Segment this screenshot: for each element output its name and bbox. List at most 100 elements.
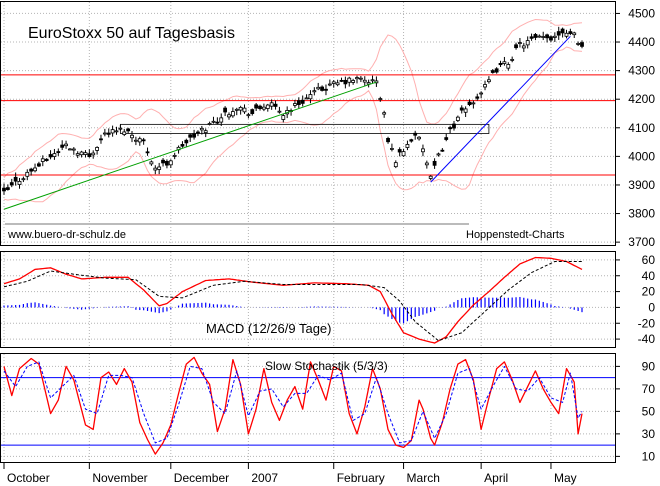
price-candle <box>9 178 14 188</box>
macd-title: MACD (12/26/9 Tage) <box>206 321 332 336</box>
candle-body <box>374 80 379 84</box>
price-candle <box>5 184 10 191</box>
candle-body <box>483 84 487 88</box>
price-candle <box>444 133 449 142</box>
candle-body <box>514 44 518 49</box>
candle-body <box>347 77 352 83</box>
price-candle <box>308 90 313 104</box>
candle-body <box>409 139 414 142</box>
candle-body <box>95 147 100 151</box>
price-candle <box>572 31 577 38</box>
candle-body <box>37 163 41 167</box>
price-candle <box>335 79 340 87</box>
candle-body <box>471 102 476 105</box>
candle-body <box>64 143 68 147</box>
candle-body <box>87 153 92 158</box>
candle-body <box>106 132 111 135</box>
candle-body <box>153 167 158 171</box>
price-candle <box>17 177 22 189</box>
source-left-label: www.buero-dr-schulz.de <box>7 229 126 241</box>
candle-body <box>227 114 231 118</box>
candle-body <box>48 154 53 158</box>
price-candle <box>483 80 487 91</box>
candle-body <box>537 35 542 38</box>
price-candle <box>141 137 146 145</box>
candle-body <box>184 139 189 144</box>
candle-body <box>99 138 103 141</box>
candle-body <box>529 36 534 39</box>
candle-body <box>413 132 418 136</box>
price-candle <box>316 82 321 91</box>
price-candle <box>552 32 557 43</box>
price-candle <box>25 169 30 181</box>
price-candle <box>393 160 398 169</box>
stoch-title: Slow Stochastik (5/3/3) <box>265 359 388 373</box>
candle-body <box>576 43 581 45</box>
candle-body <box>386 138 390 143</box>
price-candle <box>549 35 553 43</box>
price-candle <box>269 99 274 110</box>
price-candle <box>250 108 255 116</box>
stoch-panel-frame <box>0 353 616 463</box>
price-candle <box>273 100 278 110</box>
candle-body <box>510 59 515 61</box>
y-tick-label: 3800 <box>628 207 655 221</box>
candle-body <box>199 127 204 131</box>
price-candle <box>130 130 134 143</box>
candle-body <box>572 32 577 36</box>
candle-body <box>308 94 313 100</box>
candle-body <box>2 187 6 192</box>
candle-body <box>467 101 472 106</box>
price-candle <box>246 112 251 119</box>
candle-body <box>56 151 61 153</box>
y-tick-label: 20 <box>642 285 656 299</box>
x-tick-label: November <box>92 471 147 485</box>
candle-body <box>246 114 251 117</box>
price-candle <box>502 56 507 66</box>
price-candle <box>494 67 499 74</box>
price-candle <box>401 148 406 157</box>
price-candle <box>409 138 414 143</box>
candle-body <box>172 154 177 157</box>
price-candle <box>413 130 418 140</box>
candle-body <box>33 167 37 172</box>
candle-body <box>533 34 538 38</box>
price-candle <box>40 155 45 167</box>
candle-body <box>75 153 80 156</box>
candle-body <box>165 160 169 166</box>
price-candle <box>44 158 49 162</box>
price-candle <box>153 165 158 175</box>
price-candle <box>29 167 34 176</box>
x-tick-label: March <box>407 471 440 485</box>
price-candle <box>580 40 584 49</box>
price-candle <box>99 134 103 144</box>
price-candle <box>227 112 231 120</box>
candle-body <box>149 161 154 165</box>
price-candle <box>122 129 127 137</box>
stochastic-plot <box>1 356 615 455</box>
y-tick-label: 90 <box>642 359 656 373</box>
price-candle <box>172 152 177 160</box>
price-candle <box>397 147 402 157</box>
y-tick-label: 3700 <box>628 235 655 249</box>
candle-body <box>324 88 328 91</box>
candle-body <box>444 137 449 140</box>
trendlines <box>3 35 571 210</box>
price-candle <box>479 91 484 99</box>
candle-body <box>130 134 134 139</box>
price-candle <box>161 158 165 167</box>
price-candle <box>432 158 437 169</box>
price-candle <box>382 110 387 118</box>
y-tick-label: -40 <box>638 332 656 346</box>
price-candle <box>351 78 356 85</box>
candle-body <box>343 79 348 85</box>
y-tick-label: 4400 <box>628 35 655 49</box>
candle-body <box>452 123 456 129</box>
price-candle <box>300 95 305 107</box>
candle-body <box>490 70 495 73</box>
candle-body <box>358 77 363 80</box>
price-candle <box>184 138 189 147</box>
price-candle <box>118 124 123 131</box>
candle-body <box>17 181 22 185</box>
candle-body <box>219 117 224 123</box>
